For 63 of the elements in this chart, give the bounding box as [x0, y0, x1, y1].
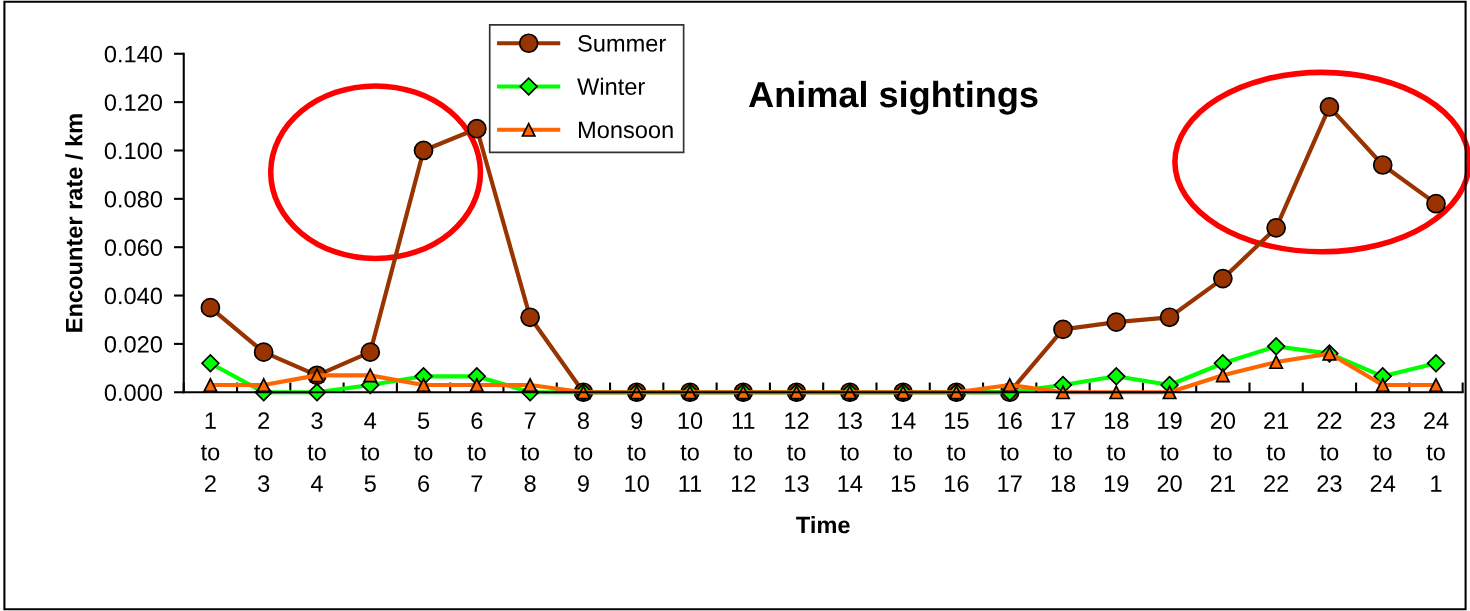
point: [466, 118, 487, 139]
point: [200, 297, 221, 318]
point: [469, 377, 484, 393]
legend-label: Summer: [578, 35, 666, 52]
x-tick-label: 21 to 22: [1264, 412, 1289, 492]
legend-label: Winter: [577, 77, 645, 95]
y-tick-label: 0.020: [104, 335, 162, 353]
x-tick-label: 9 to 10: [625, 412, 649, 492]
point: [1266, 217, 1287, 238]
point: [520, 307, 540, 328]
point: [1053, 319, 1073, 340]
point: [201, 354, 220, 373]
point: [1426, 354, 1446, 373]
x-tick-label: 17 to 18: [1051, 412, 1076, 492]
point: [253, 342, 274, 362]
y-tick-label: 0.080: [104, 190, 162, 208]
x-tick-label: 10 to 11: [678, 412, 703, 492]
x-tick-label: 22 to 23: [1317, 412, 1342, 492]
point: [1107, 367, 1126, 386]
x-tick-label: 13 to 14: [838, 412, 863, 492]
point: [363, 368, 378, 383]
point: [1426, 193, 1446, 214]
x-tick-label: 23 to 24: [1370, 412, 1396, 492]
y-tick-label: 0.000: [104, 384, 162, 402]
point: [1213, 354, 1233, 373]
x-tick-label: 18 to 19: [1104, 412, 1129, 492]
y-tick-label: 0.040: [104, 287, 162, 305]
y-tick-label: 0.140: [104, 45, 162, 63]
point: [1266, 337, 1286, 356]
x-tick-label: 24 to 1: [1424, 412, 1449, 492]
x-tick-label: 1 to 2: [200, 412, 220, 492]
x-tick-label: 7 to 8: [520, 412, 539, 492]
point: [1106, 312, 1127, 333]
x-tick-label: 8 to 9: [573, 412, 593, 492]
point: [1372, 155, 1393, 175]
point: [360, 342, 381, 362]
point: [1159, 307, 1180, 328]
y-tick-label: 0.120: [104, 94, 162, 111]
x-tick-label: 14 to 15: [891, 412, 916, 492]
x-tick-label: 6 to 7: [467, 412, 486, 492]
y-tick-label: 0.060: [104, 239, 162, 256]
legend-label: Monsoon: [579, 121, 673, 139]
x-axis-title: Time: [796, 516, 850, 534]
y-axis-title: Encounter rate / km: [65, 114, 83, 332]
y-tick-label: 0.100: [104, 142, 162, 160]
point: [1215, 368, 1230, 383]
point: [1375, 377, 1390, 393]
x-tick-label: 11 to 12: [731, 412, 756, 492]
point: [413, 140, 434, 161]
x-tick-label: 4 to 5: [360, 412, 380, 492]
x-tick-label: 12 to 13: [785, 412, 809, 492]
x-tick-label: 16 to 17: [998, 412, 1022, 492]
text: Animal sightings: [748, 80, 1038, 115]
point: [1002, 377, 1017, 393]
point: [1269, 354, 1284, 370]
x-tick-label: 20 to 21: [1210, 412, 1236, 492]
point: [1319, 97, 1340, 117]
x-tick-label: 5 to 6: [414, 412, 433, 492]
point: [1212, 268, 1233, 289]
x-tick-label: 19 to 20: [1157, 412, 1182, 492]
x-tick-label: 15 to 16: [945, 412, 969, 492]
x-tick-label: 2 to 3: [254, 412, 273, 492]
x-tick-label: 3 to 4: [307, 412, 326, 492]
